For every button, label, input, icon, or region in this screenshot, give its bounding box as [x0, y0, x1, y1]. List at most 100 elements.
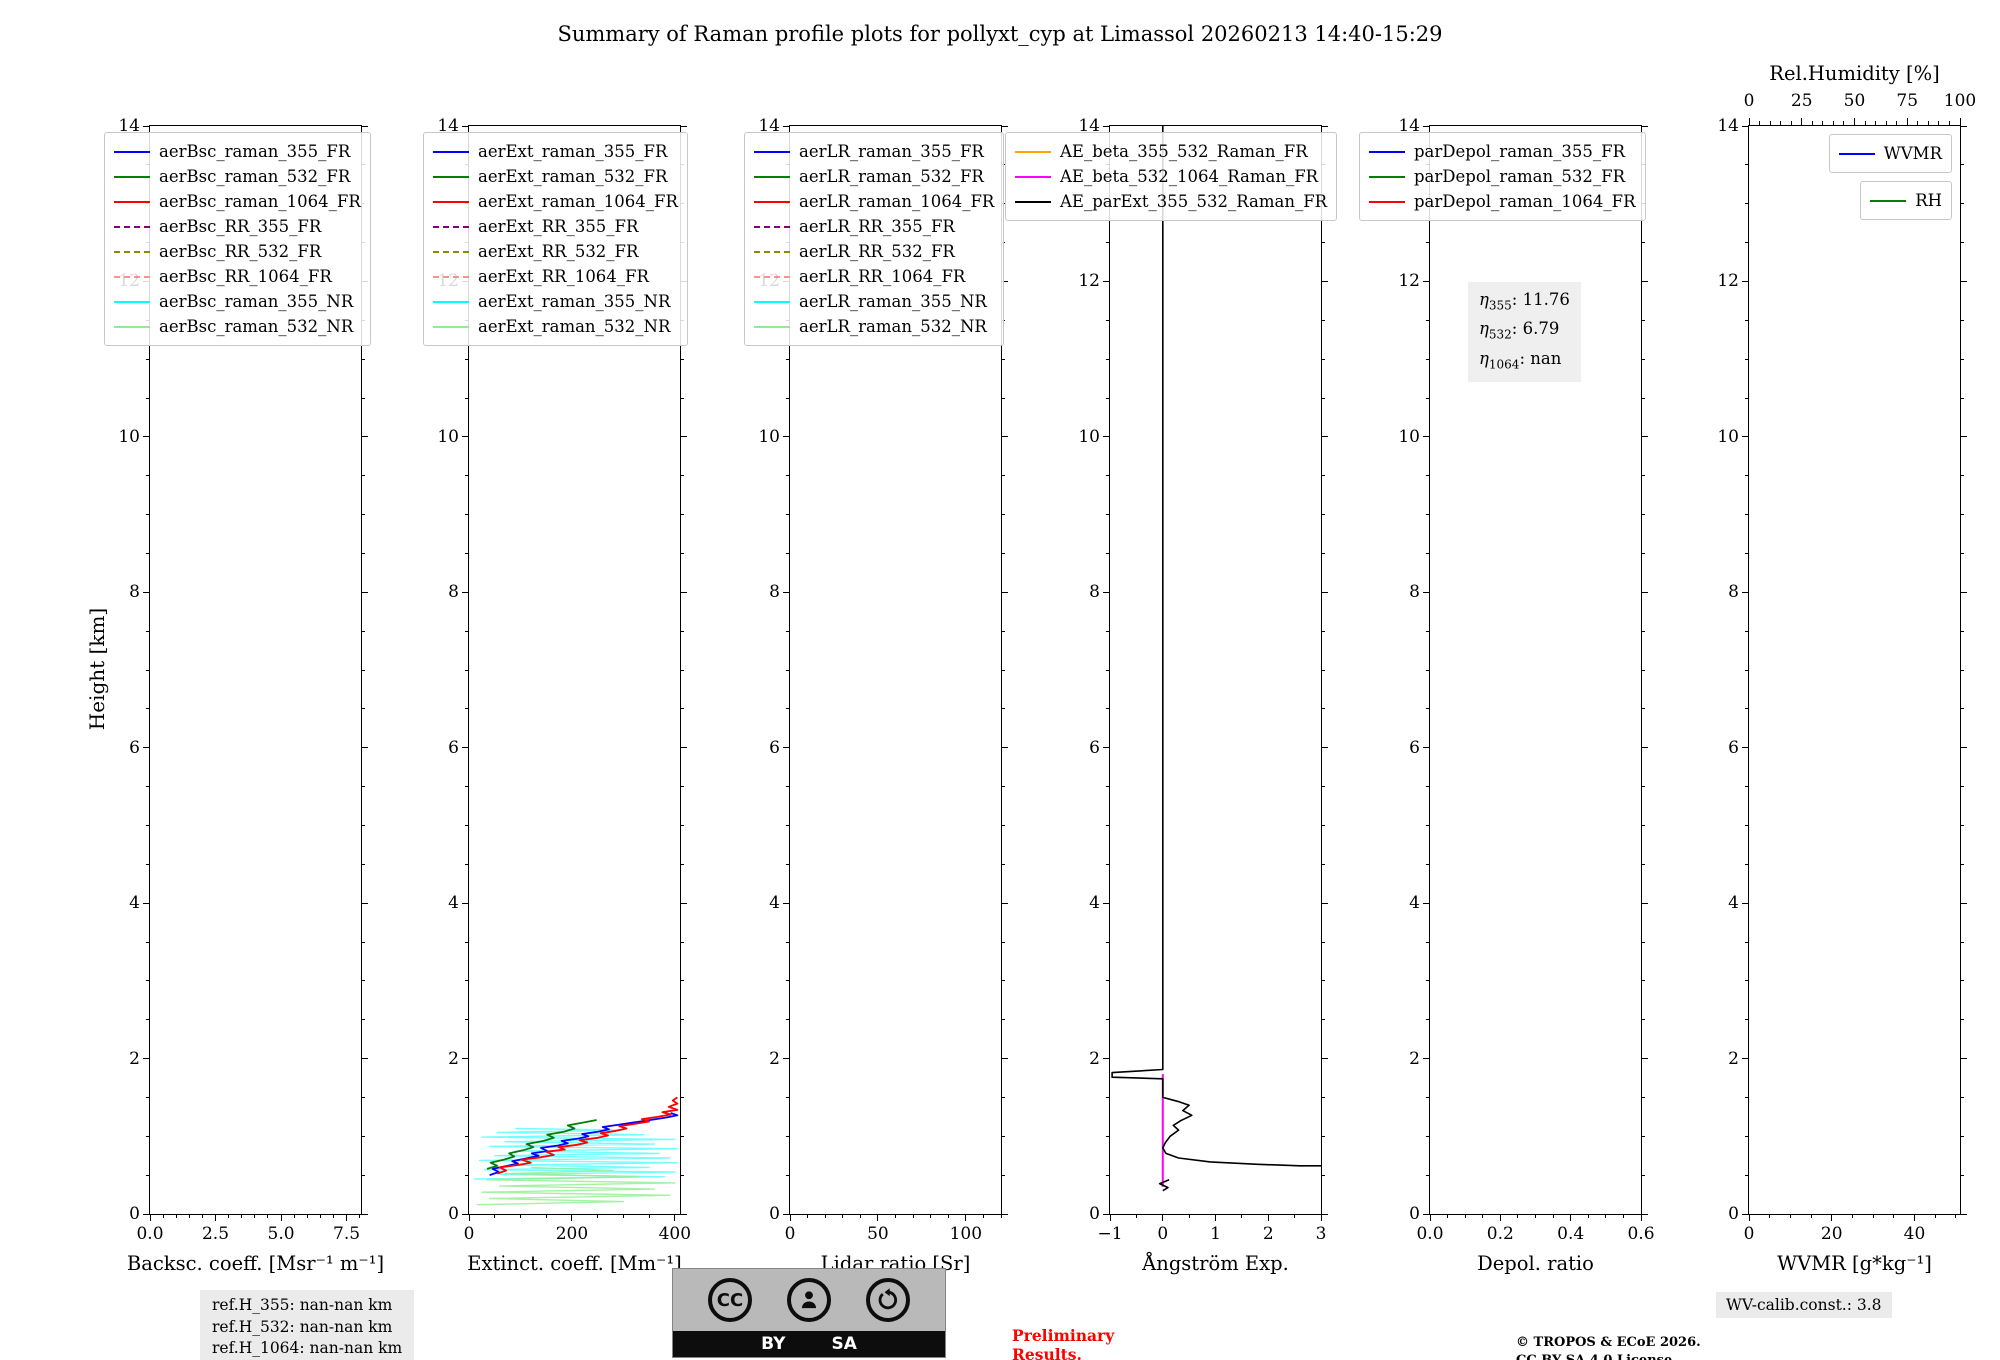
axis-tick [361, 630, 365, 632]
axis-tick [1640, 1214, 1642, 1221]
axis-tick [1742, 280, 1749, 282]
axis-tick [1423, 1058, 1430, 1060]
legend-swatch [1870, 199, 1907, 202]
axis-tick [462, 1213, 469, 1215]
axis-tick [1745, 1174, 1749, 1176]
axis-tick [1321, 1096, 1325, 1098]
axis-tick [1106, 358, 1110, 360]
axis-tick [1001, 397, 1005, 399]
axis-tick [465, 514, 469, 516]
axis-tick [1426, 669, 1430, 671]
axis-tick [1745, 242, 1749, 244]
axis-tick [306, 1214, 308, 1218]
axis-tick [146, 475, 150, 477]
axis-tick [146, 786, 150, 788]
axis-tick [1426, 824, 1430, 826]
x-tick-label: 2.5 [201, 1224, 230, 1244]
legend-entry: aerExt_RR_1064_FR [433, 264, 678, 289]
axis-tick [146, 514, 150, 516]
legend-swatch [754, 325, 790, 328]
axis-tick [1864, 121, 1866, 125]
legend-entry: aerBsc_raman_1064_FR [114, 189, 361, 214]
axis-tick [1960, 397, 1964, 399]
y-tick-label: 0 [1409, 1204, 1420, 1224]
axis-tick [519, 1214, 521, 1218]
axis-tick [1960, 1135, 1964, 1137]
y-tick-label: 4 [1728, 893, 1739, 914]
axis-tick [877, 1214, 879, 1221]
axis-tick [786, 980, 790, 982]
axis-tick [786, 1096, 790, 1098]
axis-tick [783, 1058, 790, 1060]
axis-tick [783, 591, 790, 593]
axis-tick [1745, 630, 1749, 632]
axis-tick [1641, 941, 1645, 943]
axis-tick [1106, 863, 1110, 865]
eta-symbol: η [1479, 348, 1489, 368]
axis-tick [146, 708, 150, 710]
axis-tick [1321, 669, 1325, 671]
axis-tick [1464, 1214, 1466, 1218]
axis-tick [680, 1135, 684, 1137]
axis-tick [1321, 514, 1325, 516]
x-axis-label-extinction: Extinct. coeff. [Mm⁻¹] [467, 1252, 682, 1275]
axis-tick [786, 824, 790, 826]
axis-tick [146, 941, 150, 943]
axis-tick [146, 1135, 150, 1137]
axis-tick [1875, 121, 1877, 125]
y-tick-label: 0 [1089, 1204, 1100, 1224]
x-tick-label: −1 [1097, 1224, 1123, 1244]
axis-tick [361, 902, 368, 904]
y-tick-label: 10 [437, 426, 459, 447]
axis-tick [680, 514, 684, 516]
y-tick-label: 10 [1717, 426, 1739, 447]
y-tick-label: 2 [769, 1048, 780, 1069]
axis-tick [465, 863, 469, 865]
axis-tick [783, 436, 790, 438]
axis-tick [1267, 1214, 1269, 1221]
axis-tick [1106, 397, 1110, 399]
axis-tick [1641, 708, 1645, 710]
legend-swatch [433, 175, 469, 178]
axis-tick [361, 863, 365, 865]
legend-swatch [1015, 200, 1051, 203]
axis-tick [1482, 1214, 1484, 1218]
axis-tick [1913, 1214, 1915, 1221]
legend-swatch [1369, 200, 1405, 203]
axis-tick [1641, 824, 1645, 826]
axis-tick [361, 125, 368, 127]
cc-sa-label: SA [831, 1334, 857, 1354]
axis-tick [462, 1058, 469, 1060]
axis-tick [1896, 121, 1898, 125]
axis-tick [1423, 436, 1430, 438]
x-tick-label: 0 [1743, 1224, 1755, 1244]
axis-tick [1321, 902, 1328, 904]
axis-tick [1745, 358, 1749, 360]
figure-title: Summary of Raman profile plots for polly… [557, 22, 1443, 46]
axis-tick [1447, 1214, 1449, 1218]
eta-subscript: 532 [1488, 327, 1512, 342]
axis-tick [1001, 125, 1008, 127]
axis-tick [1745, 941, 1749, 943]
y-tick-label: 4 [769, 893, 780, 914]
eta-value: : nan [1519, 348, 1562, 368]
axis-tick [146, 824, 150, 826]
legend-label: aerBsc_raman_532_NR [159, 317, 354, 336]
axis-tick [175, 1214, 177, 1218]
axis-tick [465, 1135, 469, 1137]
axis-tick [462, 591, 469, 593]
y-tick-label: 12 [1078, 271, 1100, 292]
ref-h-355: ref.H_355: nan-nan km [212, 1296, 393, 1314]
legend-lidar_ratio: aerLR_raman_355_FR aerLR_raman_532_FR aerL… [744, 132, 1005, 346]
wv-calibration-constant: WV-calib.const.: 3.8 [1716, 1292, 1892, 1318]
legend-swatch [114, 200, 150, 203]
legend-extinction: aerExt_raman_355_FR aerExt_raman_532_FR ae… [423, 132, 688, 346]
axis-tick [1001, 436, 1008, 438]
axis-tick [1960, 708, 1964, 710]
ref-h-532: ref.H_532: nan-nan km [212, 1317, 393, 1336]
axis-tick [1423, 591, 1430, 593]
axis-tick [1641, 630, 1645, 632]
axis-tick [1960, 863, 1964, 865]
axis-tick [1641, 1213, 1648, 1215]
